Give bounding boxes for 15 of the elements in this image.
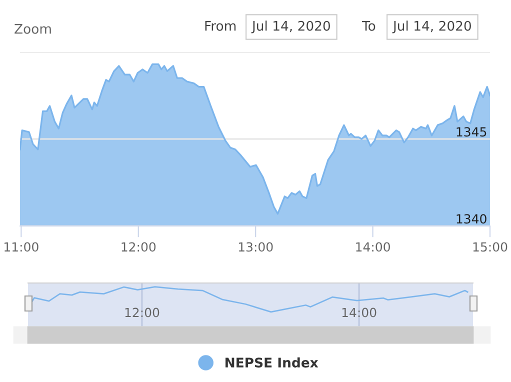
text: To: [362, 21, 376, 31]
x-tick-label: 12:00: [122, 242, 156, 252]
legend-label: NEPSE Index: [226, 357, 318, 368]
text: Jul 14, 2020: [392, 20, 471, 34]
x-tick-label: 15:00: [473, 242, 508, 252]
x-tick-label: 14:00: [342, 308, 376, 318]
x-tick-label: 11:00: [4, 242, 38, 252]
y-tick-label: 1340: [456, 214, 486, 224]
text: Zoom: [14, 24, 51, 34]
text: Jul 14, 2020: [251, 20, 330, 34]
x-tick-label: 12:00: [125, 308, 160, 318]
y-tick-label: 1345: [456, 127, 486, 137]
text: From: [205, 21, 236, 31]
x-tick-label: 13:00: [238, 242, 273, 252]
x-tick-label: 14:00: [356, 242, 390, 252]
